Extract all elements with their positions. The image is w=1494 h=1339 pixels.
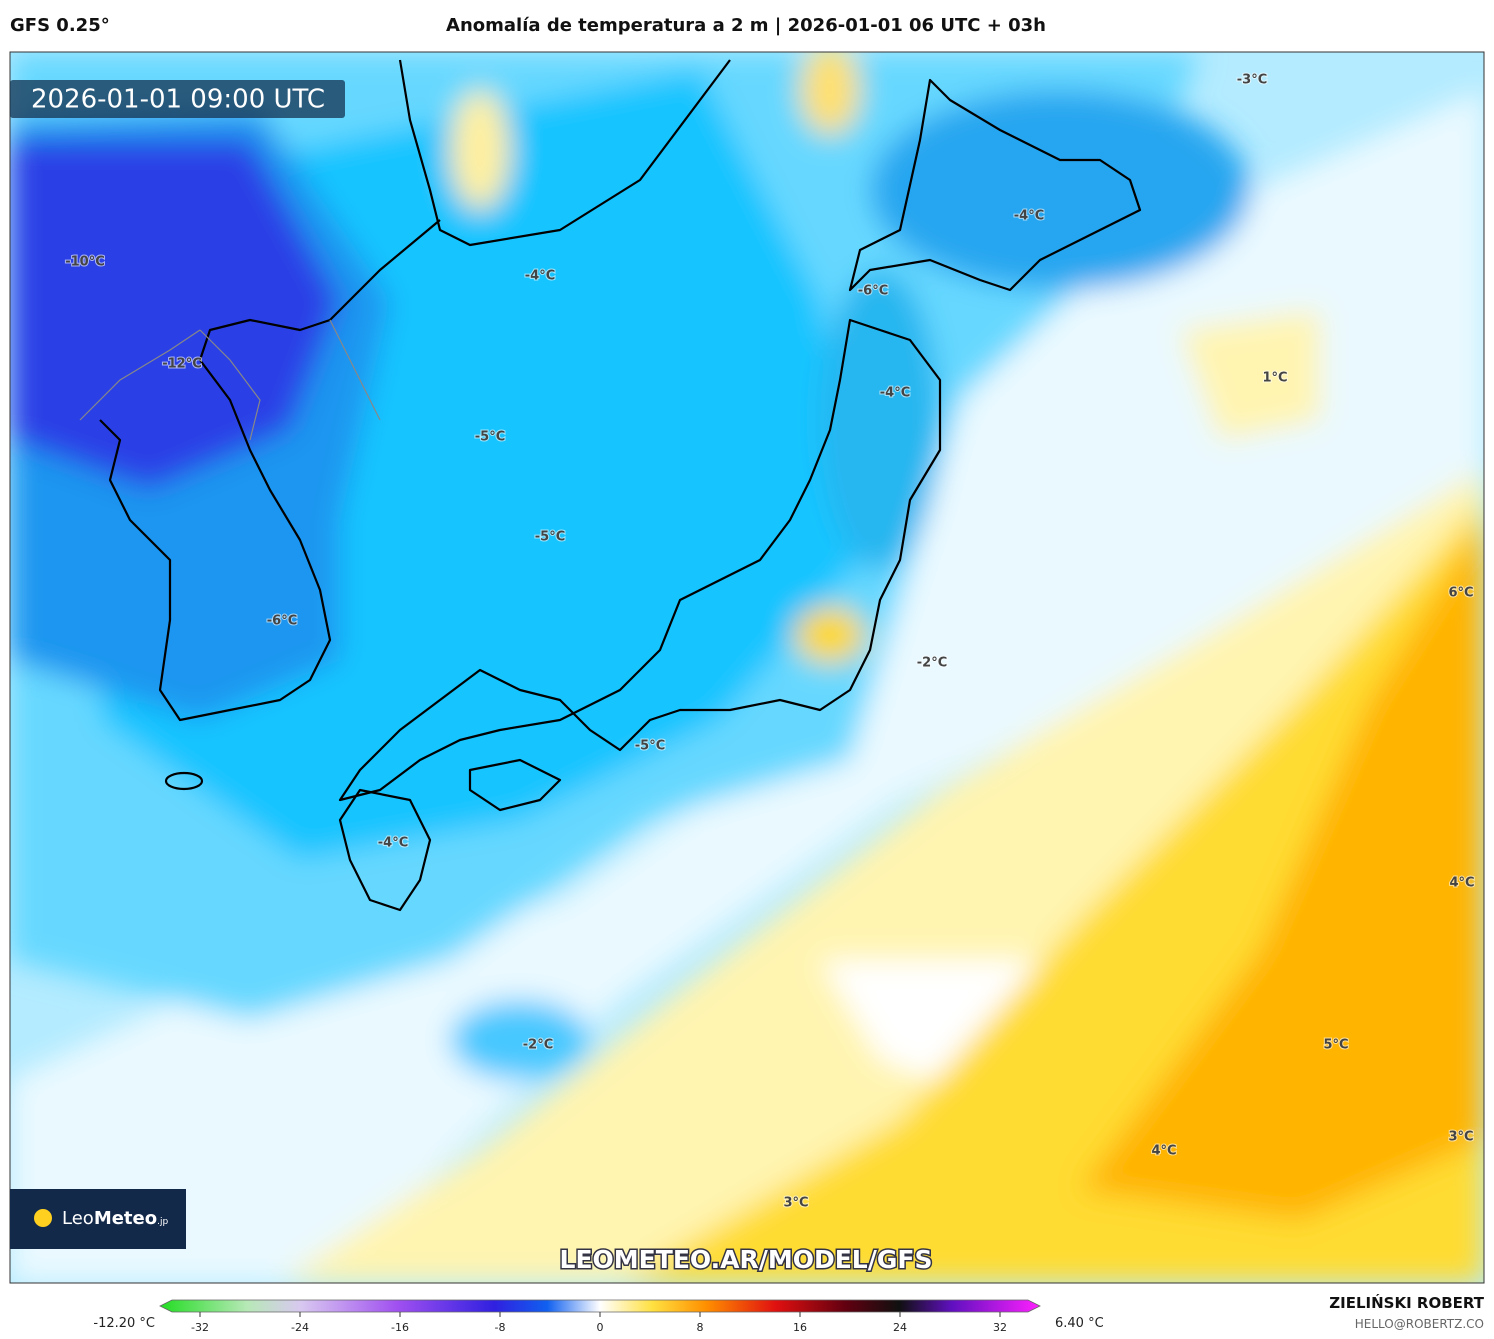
timestamp-box [10,80,345,118]
map [10,52,1484,1283]
author-email: HELLO@ROBERTZ.CO [1355,1317,1484,1331]
author-name: ZIELIŃSKI ROBERT [1329,1293,1484,1312]
coastline [164,771,204,791]
contour-label: -6°C [858,284,888,299]
logo-sun [34,1209,52,1227]
colorbar-tick-label: 0 [597,1321,604,1334]
contour-label: -5°C [475,430,505,445]
contour-label: -4°C [1014,209,1044,224]
contour-label: 3°C [783,1196,808,1211]
colorbar-min: -12.20 °C [93,1316,155,1331]
map-title: Anomalía de temperatura a 2 m | 2026-01-… [446,15,1046,36]
border [79,319,381,441]
logo-suffix: .jp [157,1217,168,1227]
colorbar-tick-label: 16 [793,1321,807,1334]
coastline [338,788,432,912]
coastline [338,318,942,802]
contour-label: -2°C [917,656,947,671]
contour-label: -6°C [267,614,297,629]
contour-label: 3°C [1448,1130,1473,1145]
watermark: LEOMETEO.AR/MODEL/GFS [560,1245,933,1274]
contour-label: -2°C [523,1038,553,1053]
colorbar-tick-label: 8 [697,1321,704,1334]
contour-label: -5°C [635,739,665,754]
contour-label: 1°C [1262,371,1287,386]
model-label: GFS 0.25° [10,15,110,36]
coastline [398,59,731,247]
logo-text: LeoMeteo.jp [62,1208,168,1229]
colorbar-tick-label: -16 [391,1321,409,1334]
logo-leo: Leo [62,1208,94,1229]
colorbar: -32 -24 -16 -8 0 8 16 24 32 [159,1299,1041,1334]
colorbar-tick-label: -8 [495,1321,506,1334]
colorbar-max: 6.40 °C [1055,1316,1104,1331]
timestamp: 2026-01-01 09:00 UTC [31,85,325,115]
contour-label: -12°C [162,357,202,372]
colorbar-tick-label: -24 [291,1321,309,1334]
contour-label: 5°C [1323,1038,1348,1053]
contour-label: -4°C [378,836,408,851]
contour-label: 4°C [1449,876,1474,891]
map-frame [9,51,1485,1284]
contour-label: -4°C [525,269,555,284]
coastline [468,758,562,812]
contour-label: 4°C [1151,1144,1176,1159]
colorbar-tick-label: -32 [191,1321,209,1334]
colorbar-tick-label: 24 [893,1321,907,1334]
contour-label: -4°C [880,386,910,401]
coastline [99,219,441,722]
contour-label: -5°C [535,530,565,545]
contour-label: 6°C [1448,586,1473,601]
contour-label: -10°C [65,255,105,270]
colorbar-scale [159,1299,1041,1313]
logo-meteo: Meteo [94,1208,157,1229]
colorbar-tick-label: 32 [993,1321,1007,1334]
coastline [848,78,1142,292]
contour-label: -3°C [1237,73,1267,88]
